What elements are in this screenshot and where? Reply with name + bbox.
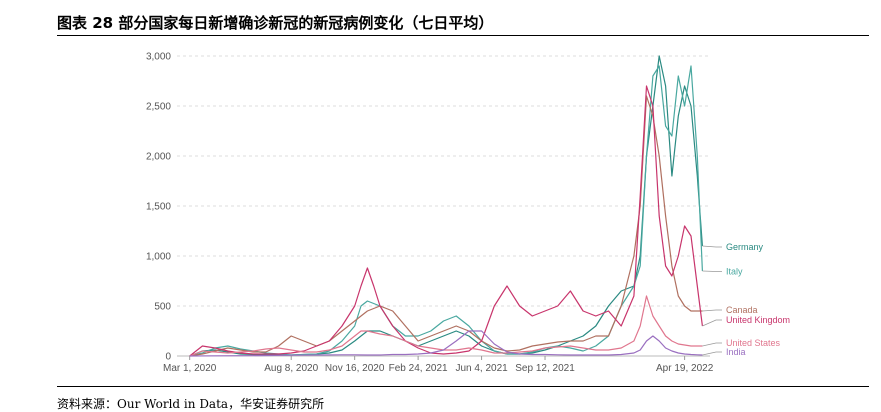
legend-leader-canada	[702, 309, 722, 312]
y-tick-label: 1,500	[146, 202, 171, 213]
y-tick-label: 500	[154, 302, 171, 313]
x-tick-label: Apr 19, 2022	[656, 363, 714, 374]
y-tick-label: 0	[165, 352, 171, 363]
legend-label-india: India	[726, 347, 746, 357]
title-divider	[57, 35, 869, 36]
x-tick-label: Jun 4, 2021	[455, 363, 508, 374]
series-line-united-states	[189, 295, 703, 357]
y-tick-label: 1,000	[146, 252, 171, 263]
x-tick-label: Feb 24, 2021	[389, 363, 448, 374]
legend-label-united-kingdom: United Kingdom	[726, 315, 790, 325]
legend-leader-united-kingdom	[702, 319, 722, 327]
series-line-italy	[189, 65, 703, 357]
legend-label-united-states: United States	[726, 338, 781, 348]
series-line-united-kingdom	[189, 85, 703, 357]
legend-leader-united-states	[702, 342, 722, 347]
y-tick-label: 2,500	[146, 102, 171, 113]
legend-leader-italy	[702, 270, 722, 272]
figure-title: 图表 28 部分国家每日新增确诊新冠的新冠病例变化（七日平均）	[57, 14, 494, 32]
source-divider	[57, 386, 869, 387]
figure-source: 资料来源：Our World in Data，华安证券研究所	[57, 397, 325, 411]
x-tick-label: Sep 12, 2021	[515, 363, 575, 374]
x-tick-label: Nov 16, 2020	[325, 363, 385, 374]
x-tick-label: Mar 1, 2020	[163, 363, 217, 374]
y-tick-label: 2,000	[146, 152, 171, 163]
legend-label-germany: Germany	[726, 242, 764, 252]
series-layer	[189, 55, 703, 357]
series-line-india	[189, 330, 703, 357]
legend-label-canada: Canada	[726, 305, 758, 315]
grid-layer	[177, 55, 710, 357]
legend-leader-germany	[702, 245, 722, 248]
y-tick-label: 3,000	[146, 52, 171, 63]
series-line-germany	[189, 55, 703, 357]
legend-leader-india	[702, 351, 722, 356]
x-tick-label: Aug 8, 2020	[264, 363, 318, 374]
axis-layer: 0 500 1,000 1,500 2,000 2,500 3,000 Mar 1, 2020…	[146, 52, 714, 375]
legend-label-italy: Italy	[726, 267, 743, 277]
